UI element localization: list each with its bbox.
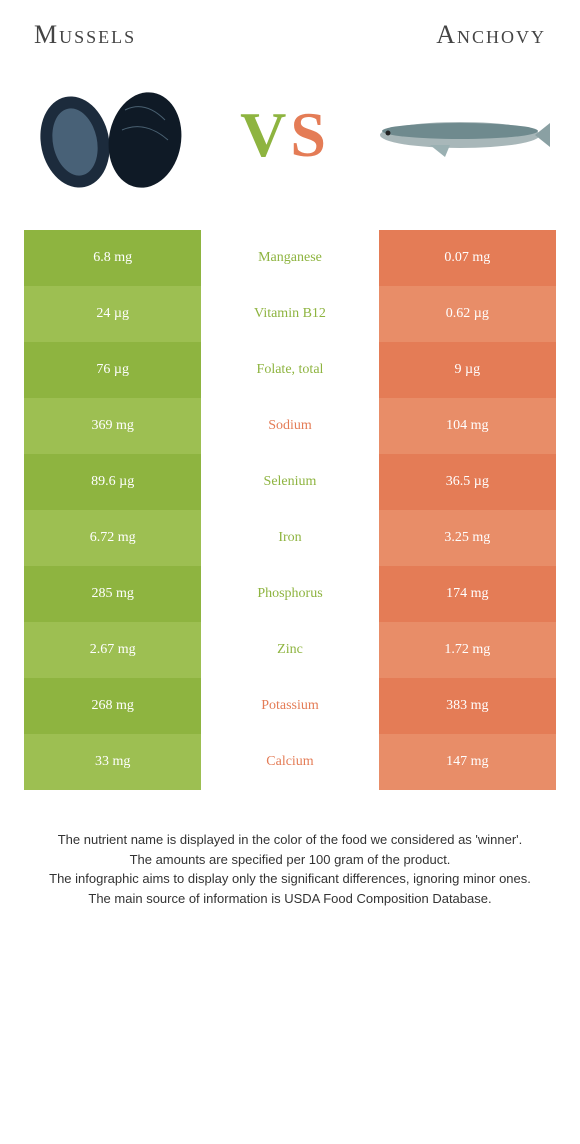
table-row: 285 mg Phosphorus 174 mg: [24, 566, 556, 622]
mussels-image: [30, 80, 200, 190]
vs-label: VS: [240, 98, 330, 172]
footer-notes: The nutrient name is displayed in the co…: [24, 830, 556, 908]
vs-row: VS: [24, 80, 556, 190]
table-row: 76 µg Folate, total 9 µg: [24, 342, 556, 398]
value-right: 1.72 mg: [379, 622, 556, 678]
title-left: Mussels: [34, 20, 136, 50]
value-right: 104 mg: [379, 398, 556, 454]
table-row: 24 µg Vitamin B12 0.62 µg: [24, 286, 556, 342]
value-right: 36.5 µg: [379, 454, 556, 510]
nutrient-name: Selenium: [201, 454, 378, 510]
table-row: 268 mg Potassium 383 mg: [24, 678, 556, 734]
nutrient-name: Potassium: [201, 678, 378, 734]
footer-line: The main source of information is USDA F…: [32, 889, 548, 909]
nutrient-name: Zinc: [201, 622, 378, 678]
value-left: 33 mg: [24, 734, 201, 790]
value-right: 0.07 mg: [379, 230, 556, 286]
value-left: 2.67 mg: [24, 622, 201, 678]
footer-line: The nutrient name is displayed in the co…: [32, 830, 548, 850]
nutrient-name: Folate, total: [201, 342, 378, 398]
value-right: 9 µg: [379, 342, 556, 398]
table-row: 6.72 mg Iron 3.25 mg: [24, 510, 556, 566]
vs-s: S: [290, 98, 330, 172]
footer-line: The amounts are specified per 100 gram o…: [32, 850, 548, 870]
table-row: 89.6 µg Selenium 36.5 µg: [24, 454, 556, 510]
footer-line: The infographic aims to display only the…: [32, 869, 548, 889]
value-left: 24 µg: [24, 286, 201, 342]
table-row: 369 mg Sodium 104 mg: [24, 398, 556, 454]
nutrient-name: Sodium: [201, 398, 378, 454]
comparison-table: 6.8 mg Manganese 0.07 mg 24 µg Vitamin B…: [24, 230, 556, 790]
anchovy-image: [370, 105, 550, 165]
value-right: 0.62 µg: [379, 286, 556, 342]
value-right: 174 mg: [379, 566, 556, 622]
value-left: 285 mg: [24, 566, 201, 622]
infographic-container: Mussels Anchovy VS: [0, 0, 580, 928]
nutrient-name: Iron: [201, 510, 378, 566]
value-left: 268 mg: [24, 678, 201, 734]
value-right: 3.25 mg: [379, 510, 556, 566]
header: Mussels Anchovy: [24, 20, 556, 50]
table-row: 6.8 mg Manganese 0.07 mg: [24, 230, 556, 286]
value-left: 6.72 mg: [24, 510, 201, 566]
value-left: 6.8 mg: [24, 230, 201, 286]
value-left: 369 mg: [24, 398, 201, 454]
table-row: 33 mg Calcium 147 mg: [24, 734, 556, 790]
vs-v: V: [240, 98, 290, 172]
nutrient-name: Vitamin B12: [201, 286, 378, 342]
title-right: Anchovy: [436, 20, 546, 50]
value-left: 89.6 µg: [24, 454, 201, 510]
value-right: 383 mg: [379, 678, 556, 734]
value-left: 76 µg: [24, 342, 201, 398]
nutrient-name: Phosphorus: [201, 566, 378, 622]
value-right: 147 mg: [379, 734, 556, 790]
table-row: 2.67 mg Zinc 1.72 mg: [24, 622, 556, 678]
nutrient-name: Manganese: [201, 230, 378, 286]
nutrient-name: Calcium: [201, 734, 378, 790]
